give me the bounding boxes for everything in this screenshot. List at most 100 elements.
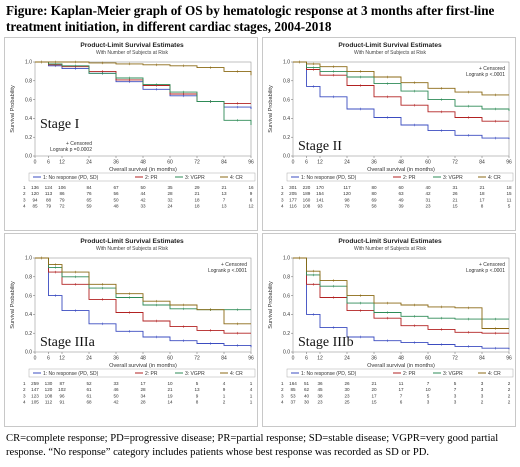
censor-mark <box>386 75 389 79</box>
risk-count: 116 <box>289 204 297 209</box>
x-tick-label: 24 <box>344 160 350 166</box>
legend-entry: 1: No response (PD, SD) <box>301 175 357 181</box>
x-tick-label: 36 <box>113 356 119 362</box>
risk-count: 141 <box>316 197 324 202</box>
risk-count: 301 <box>289 185 297 190</box>
risk-count: 17 <box>140 381 146 386</box>
legend-box <box>28 368 256 378</box>
risk-count: 154 <box>316 191 324 196</box>
risk-count: 93 <box>317 204 323 209</box>
risk-count: 18 <box>194 204 200 209</box>
risk-row-label: 2 <box>23 191 26 196</box>
risk-count: 108 <box>45 393 53 398</box>
censor-mark <box>467 330 470 334</box>
censored-label: + Censored <box>66 141 92 147</box>
x-tick-label: 84 <box>221 356 227 362</box>
censor-mark <box>311 283 315 286</box>
y-axis-label: Survival Probability <box>268 85 274 133</box>
risk-count: 2 <box>508 400 511 405</box>
risk-count: 84 <box>86 185 92 190</box>
risk-count: 20 <box>371 387 377 392</box>
censor-mark <box>386 339 389 343</box>
risk-count: 12 <box>248 204 254 209</box>
censor-mark <box>209 329 212 332</box>
risk-count: 28 <box>140 400 146 405</box>
risk-row-label: 1 <box>281 381 284 386</box>
censor-mark <box>386 82 389 85</box>
risk-count: 2 <box>508 387 511 392</box>
censor-mark <box>182 325 185 328</box>
risk-count: 112 <box>45 400 53 405</box>
risk-count: 49 <box>398 197 404 202</box>
risk-count: 76 <box>86 191 92 196</box>
censor-mark <box>236 331 239 335</box>
x-tick-label: 96 <box>248 160 254 166</box>
x-tick-label: 0 <box>34 160 37 166</box>
risk-count: 34 <box>140 393 146 398</box>
legend-entry: 3: VGPR <box>443 175 463 181</box>
risk-count: 2 <box>508 381 511 386</box>
y-axis-label: Survival Probability <box>10 281 16 329</box>
censor-mark <box>332 296 335 299</box>
x-tick-label: 48 <box>398 160 404 166</box>
risk-count: 5 <box>508 204 511 209</box>
risk-count: 160 <box>303 197 311 202</box>
risk-count: 102 <box>58 387 66 392</box>
chart-subtitle: With Number of Subjects at Risk <box>354 246 426 252</box>
legend-entry: 4: CR <box>488 371 501 377</box>
censor-mark <box>359 335 362 339</box>
stage-label: Stage II <box>298 139 342 154</box>
risk-count: 9 <box>250 191 253 196</box>
risk-count: 26 <box>452 191 458 196</box>
risk-count: 10 <box>425 387 431 392</box>
censor-mark <box>332 70 335 73</box>
censor-mark <box>128 62 131 66</box>
censor-mark <box>40 256 44 260</box>
censor-mark <box>494 107 497 111</box>
risk-row-label: 1 <box>23 185 26 190</box>
censor-mark <box>74 283 77 286</box>
risk-count: 9 <box>196 393 199 398</box>
risk-count: 26 <box>344 381 350 386</box>
y-tick-label: 0.4 <box>283 312 290 318</box>
censor-mark <box>413 314 416 318</box>
risk-count: 3 <box>454 400 457 405</box>
legend-entry: 2: PR <box>403 175 416 181</box>
censor-mark <box>413 303 416 307</box>
risk-count: 56 <box>113 191 119 196</box>
risk-count: 23 <box>425 204 431 209</box>
x-tick-label: 24 <box>344 356 350 362</box>
censor-mark <box>311 273 315 277</box>
risk-row-label: 2 <box>281 191 284 196</box>
x-tick-label: 36 <box>371 356 377 362</box>
risk-count: 31 <box>425 197 431 202</box>
x-tick-label: 6 <box>47 356 50 362</box>
x-tick-label: 12 <box>317 160 323 166</box>
risk-count: 80 <box>371 185 377 190</box>
censor-mark <box>467 116 470 119</box>
risk-count: 87 <box>59 381 65 386</box>
legend-box <box>286 172 514 182</box>
risk-count: 61 <box>86 387 92 392</box>
censor-mark <box>332 95 335 99</box>
risk-count: 2 <box>223 400 226 405</box>
censor-mark <box>332 326 335 329</box>
censor-mark <box>494 331 497 335</box>
censor-mark <box>386 316 389 320</box>
x-tick-label: 0 <box>292 356 295 362</box>
censor-mark <box>440 129 443 132</box>
y-tick-label: 0.2 <box>283 331 290 337</box>
risk-count: 9 <box>223 387 226 392</box>
y-axis-label: Survival Probability <box>10 85 16 133</box>
risk-count: 48 <box>113 204 119 209</box>
risk-count: 59 <box>86 204 92 209</box>
y-tick-label: 0.0 <box>283 154 290 160</box>
y-tick-label: 0.6 <box>25 97 32 103</box>
censor-mark <box>386 301 389 305</box>
x-tick-label: 48 <box>140 356 146 362</box>
censor-mark <box>386 116 389 119</box>
survival-curve <box>293 257 510 350</box>
risk-count: 42 <box>113 400 119 405</box>
censor-mark <box>494 327 497 330</box>
